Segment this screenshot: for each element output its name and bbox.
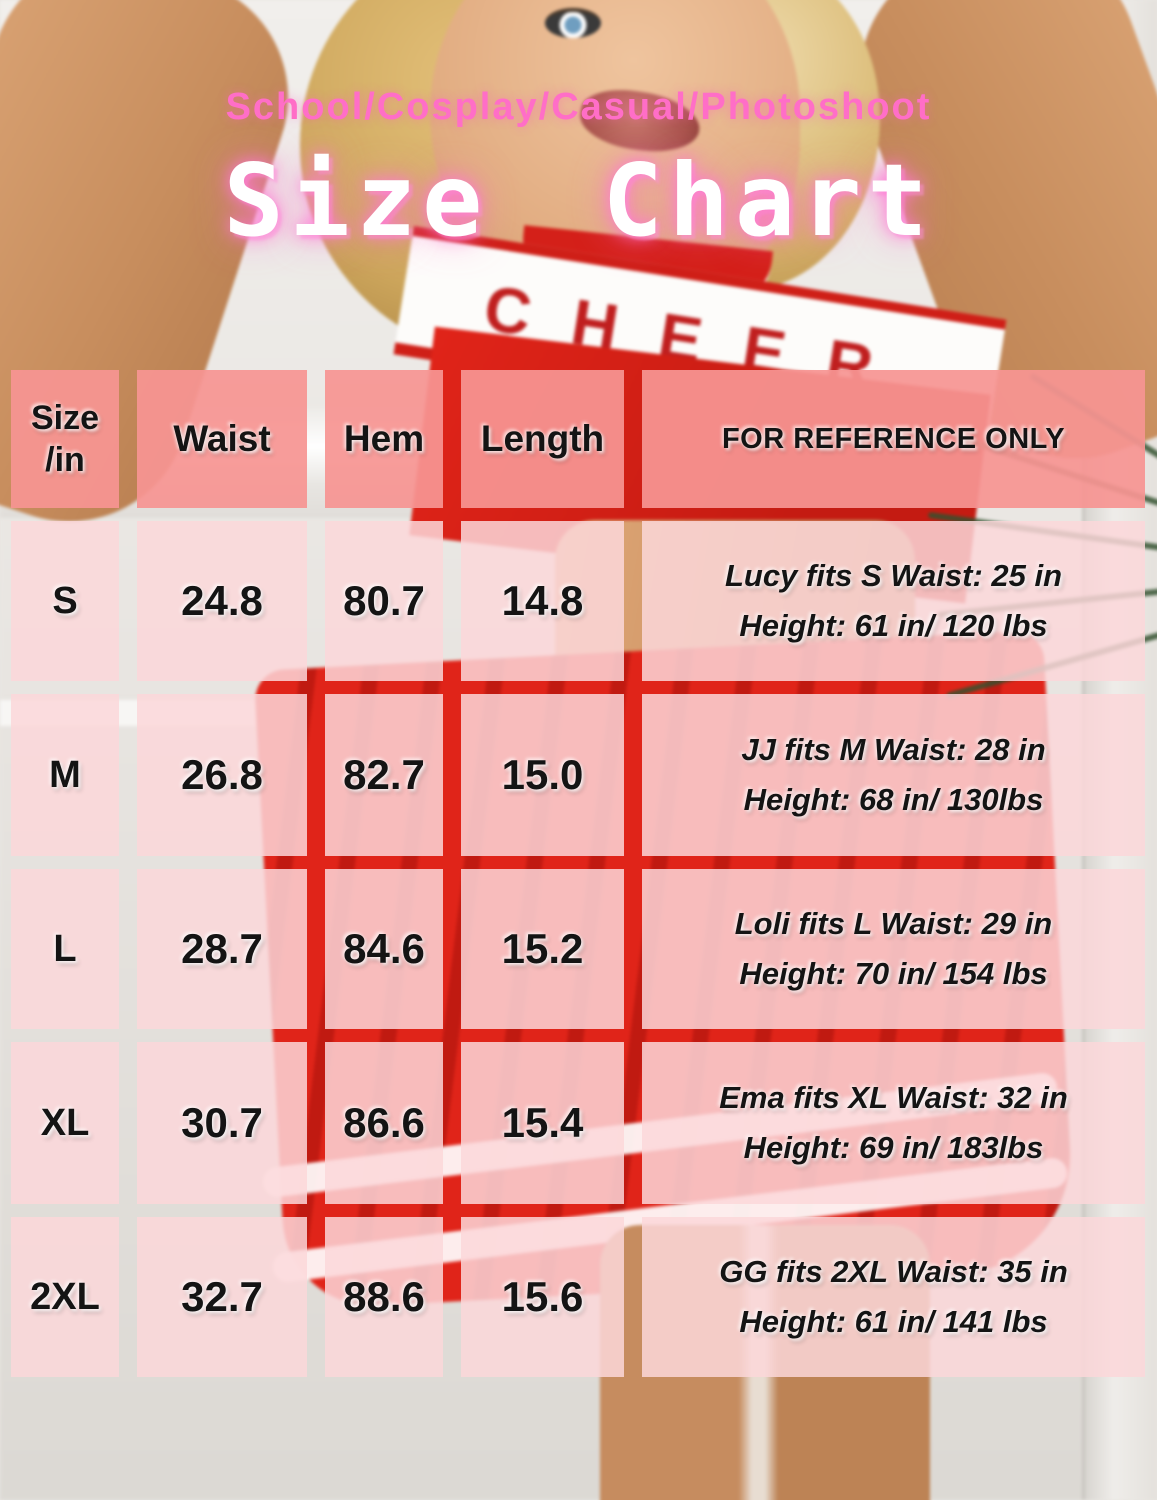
model-eye [545, 8, 601, 38]
hem-cell: 88.6 [325, 1217, 443, 1377]
length-cell: 14.8 [461, 521, 624, 681]
size-chart-table: Size /in Waist Hem Length FOR REFERENCE … [11, 370, 1145, 1377]
waist-cell: 24.8 [137, 521, 307, 681]
length-cell: 15.2 [461, 869, 624, 1029]
column-header-size: Size /in [11, 370, 119, 508]
length-cell: 15.0 [461, 694, 624, 856]
hem-cell: 82.7 [325, 694, 443, 856]
reference-cell: GG fits 2XL Waist: 35 in Height: 61 in/ … [642, 1217, 1145, 1377]
column-header-hem: Hem [325, 370, 443, 508]
reference-line: JJ fits M Waist: 28 in [741, 732, 1046, 768]
reference-line: Height: 61 in/ 141 lbs [739, 1304, 1048, 1339]
usage-subtitle: School/Cosplay/Casual/Photoshoot [225, 86, 932, 128]
hem-cell: 84.6 [325, 869, 443, 1029]
column-header-reference: FOR REFERENCE ONLY [642, 370, 1145, 508]
reference-cell: Loli fits L Waist: 29 in Height: 70 in/ … [642, 869, 1145, 1029]
column-header-length: Length [461, 370, 624, 508]
column-header-waist: Waist [137, 370, 307, 508]
reference-cell: Lucy fits S Waist: 25 in Height: 61 in/ … [642, 521, 1145, 681]
reference-line: GG fits 2XL Waist: 35 in [719, 1254, 1068, 1290]
waist-cell: 26.8 [137, 694, 307, 856]
waist-cell: 28.7 [137, 869, 307, 1029]
reference-line: Height: 69 in/ 183lbs [743, 1130, 1044, 1165]
size-cell: 2XL [11, 1217, 119, 1377]
waist-cell: 30.7 [137, 1042, 307, 1204]
length-cell: 15.4 [461, 1042, 624, 1204]
reference-cell: JJ fits M Waist: 28 in Height: 68 in/ 13… [642, 694, 1145, 856]
hem-cell: 80.7 [325, 521, 443, 681]
reference-cell: Ema fits XL Waist: 32 in Height: 69 in/ … [642, 1042, 1145, 1204]
waist-cell: 32.7 [137, 1217, 307, 1377]
reference-line: Height: 61 in/ 120 lbs [739, 608, 1048, 643]
size-cell: S [11, 521, 119, 681]
reference-line: Height: 70 in/ 154 lbs [739, 956, 1048, 991]
size-cell: L [11, 869, 119, 1029]
reference-line: Lucy fits S Waist: 25 in [724, 558, 1063, 594]
length-cell: 15.6 [461, 1217, 624, 1377]
reference-line: Loli fits L Waist: 29 in [734, 906, 1053, 942]
reference-line: Height: 68 in/ 130lbs [743, 782, 1044, 817]
reference-line: Ema fits XL Waist: 32 in [719, 1080, 1068, 1116]
size-cell: M [11, 694, 119, 856]
hem-cell: 86.6 [325, 1042, 443, 1204]
size-cell: XL [11, 1042, 119, 1204]
page-title: Size Chart [223, 142, 934, 259]
